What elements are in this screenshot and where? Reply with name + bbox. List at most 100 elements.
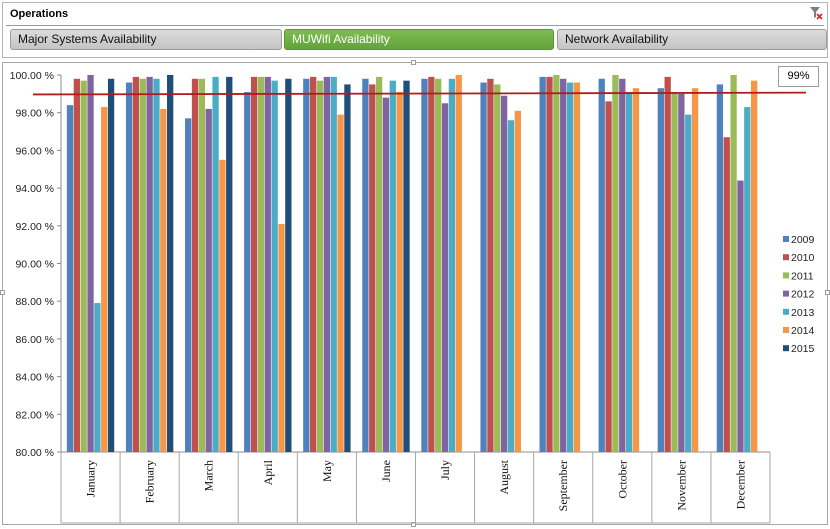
y-tick-label: 80.00 % [15, 447, 54, 459]
bar-2014-march [219, 159, 226, 452]
bar-2014-june [396, 91, 403, 452]
bar-2013-november [685, 114, 692, 453]
bar-2011-april [257, 76, 265, 452]
bar-2009-may [303, 78, 310, 453]
slicer-title: Operations [10, 8, 69, 20]
x-tick-label: April [261, 459, 275, 485]
legend-swatch-2012 [783, 290, 789, 297]
bar-2013-august [507, 120, 515, 453]
bar-2012-may [323, 76, 331, 452]
bar-2012-april [264, 76, 271, 452]
y-tick-label: 94.00 % [15, 183, 54, 195]
bar-2011-june [375, 76, 383, 452]
x-tick-label: January [84, 460, 98, 497]
y-tick-label: 92.00 % [15, 221, 54, 233]
resize-handle-left[interactable] [0, 290, 5, 295]
legend-swatch-2011 [783, 272, 789, 279]
bar-2015-april [285, 78, 292, 453]
bar-2010-march [191, 78, 199, 453]
bar-2014-july [455, 75, 462, 452]
bar-2012-february [146, 76, 153, 452]
legend-swatch-2015 [783, 345, 789, 352]
x-tick-label: March [202, 460, 216, 491]
y-tick-label: 84.00 % [15, 372, 54, 384]
bar-2012-january [87, 75, 94, 452]
legend-swatch-2009 [783, 236, 789, 242]
bar-2015-february [167, 75, 174, 452]
x-tick-label: December [733, 460, 747, 509]
bar-2015-may [344, 84, 351, 453]
bar-2009-february [125, 82, 133, 452]
bar-2010-june [369, 84, 376, 453]
x-tick-label: September [556, 460, 570, 511]
x-tick-label: February [143, 460, 157, 503]
bar-2011-september [553, 75, 560, 452]
x-tick-label: October [615, 460, 629, 499]
legend-label-2009: 2009 [791, 234, 815, 246]
x-tick-label: August [497, 459, 511, 494]
legend-label-2013: 2013 [791, 307, 815, 319]
bar-2013-april [271, 80, 278, 452]
bar-2013-may [330, 76, 337, 452]
bar-2012-july [441, 103, 449, 453]
bar-2009-april [244, 91, 251, 452]
bar-2012-december [737, 180, 744, 452]
target-label: 99% [778, 66, 819, 87]
bar-2009-july [421, 78, 428, 453]
y-tick-label: 86.00 % [15, 334, 54, 346]
bar-2012-august [500, 95, 508, 453]
y-tick-label: 98.00 % [15, 108, 54, 120]
bar-2014-may [337, 114, 344, 453]
bar-2011-august [494, 84, 501, 453]
bar-2010-november [664, 76, 671, 452]
bar-2013-june [389, 80, 396, 452]
bar-2010-july [428, 76, 435, 452]
bar-2010-august [487, 78, 494, 453]
tile-major-systems-availability[interactable]: Major Systems Availability [10, 29, 282, 50]
target-line [32, 91, 807, 96]
tile-network-availability[interactable]: Network Availability [557, 29, 827, 50]
bar-2011-march [198, 78, 206, 453]
legend-label-2011: 2011 [791, 270, 814, 282]
bar-2014-january [101, 107, 108, 453]
bar-2011-january [80, 80, 87, 452]
bar-2014-december [751, 80, 758, 452]
bar-2010-february [132, 76, 140, 452]
bar-2010-april [250, 76, 258, 452]
bar-2011-may [316, 80, 324, 452]
bar-2011-december [730, 75, 737, 452]
bar-2010-may [310, 76, 317, 452]
bar-2015-january [107, 78, 115, 453]
clear-filter-icon[interactable] [809, 6, 823, 20]
y-tick-label: 96.00 % [15, 145, 54, 157]
legend-label-2014: 2014 [791, 325, 815, 337]
bar-2013-march [212, 76, 219, 452]
bar-2014-september [573, 82, 581, 452]
y-tick-label: 88.00 % [15, 296, 54, 308]
bar-2013-october [625, 91, 633, 452]
tile-muwifi-availability[interactable]: MUWifi Availability [284, 29, 554, 50]
bar-2014-august [514, 110, 521, 452]
bar-2009-june [362, 78, 369, 453]
y-tick-label: 100.00 % [10, 70, 54, 82]
bar-2009-november [657, 88, 664, 452]
bar-2011-february [139, 78, 146, 453]
legend-label-2010: 2010 [791, 252, 815, 264]
bar-2011-october [612, 75, 619, 452]
bar-2009-march [185, 118, 192, 452]
bar-2013-december [744, 107, 751, 453]
bar-2015-june [403, 80, 410, 452]
bar-2014-april [278, 223, 285, 452]
bar-2012-june [382, 97, 390, 453]
x-tick-label: May [320, 460, 334, 482]
operations-slicer: Operations Major Systems Availability MU… [2, 2, 828, 58]
bar-2009-august [480, 82, 487, 452]
bar-2012-september [560, 78, 567, 453]
bar-2009-december [716, 84, 724, 453]
legend-swatch-2014 [783, 327, 789, 333]
bar-2010-september [546, 76, 553, 452]
bar-2009-october [598, 78, 605, 453]
bar-2013-september [566, 82, 574, 452]
resize-handle-top[interactable] [411, 60, 416, 65]
